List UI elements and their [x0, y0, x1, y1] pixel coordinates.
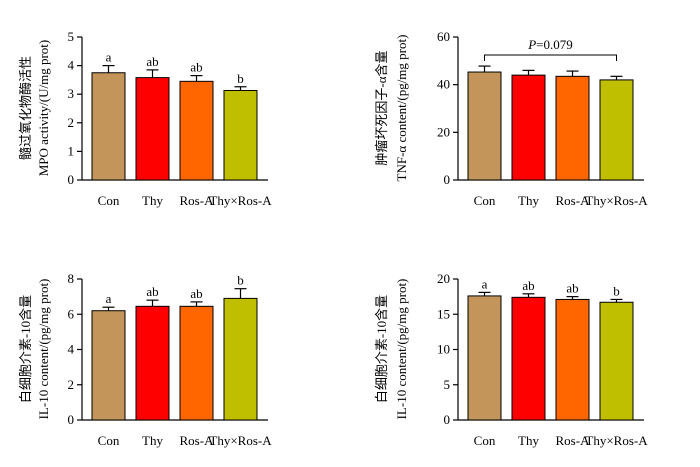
x-tick-label: Con [474, 433, 496, 448]
y-tick-label: 2 [68, 377, 75, 392]
significance-letter: b [237, 273, 244, 288]
x-tick-label: Con [98, 193, 120, 208]
x-tick-label: Thy [142, 433, 163, 448]
significance-bracket [484, 54, 617, 61]
bar-Thy×Ros-A [223, 297, 258, 421]
significance-letter: ab [566, 281, 578, 296]
x-tick-label: Thy×Ros-A [585, 193, 648, 208]
p-value-annotation: P=0.079 [527, 37, 573, 52]
x-tick-label: Ros-A [180, 193, 215, 208]
x-tick-label: Thy [142, 193, 163, 208]
y-tick-label: 8 [68, 271, 75, 286]
significance-letter: ab [522, 278, 534, 293]
y-axis-label-cn: 肿瘤坏死因子-α含量 [374, 50, 389, 165]
y-tick-label: 40 [437, 77, 450, 92]
bar-Ros-A [555, 75, 590, 181]
bar-Thy [511, 74, 546, 181]
significance-letter: ab [190, 60, 202, 75]
significance-letter: b [237, 71, 244, 86]
x-tick-label: Thy×Ros-A [209, 193, 272, 208]
y-axis-label-en: MPO activity/(U/mg prot) [36, 40, 51, 177]
bar-Thy×Ros-A [223, 89, 258, 181]
y-tick-label: 5 [444, 377, 451, 392]
chart-panel-4: 0 5 10 15 20 a Con ab Thy ab Ros-A b Thy×Ros-A 白细胞介素-… [374, 271, 648, 448]
x-tick-label: Con [98, 433, 120, 448]
y-tick-label: 0 [68, 172, 75, 187]
bar-Thy [511, 296, 546, 421]
y-tick-label: 0 [68, 412, 75, 427]
x-tick-label: Thy [518, 193, 539, 208]
y-axis-label-cn: 白细胞介素-10含量 [374, 295, 389, 403]
x-tick-label: Thy [518, 433, 539, 448]
bar-Con [467, 295, 502, 421]
y-tick-label: 4 [68, 342, 75, 357]
y-axis-label-cn: 髓过氧化物酶活性 [18, 56, 33, 160]
y-tick-label: 20 [437, 124, 450, 139]
x-tick-label: Ros-A [556, 433, 591, 448]
bar-Con [467, 71, 502, 181]
y-axis-label-cn: 白细胞介素-10含量 [18, 295, 33, 403]
chart-panel-3: 0 2 4 6 8 a Con ab Thy ab Ros-A b Thy×Ros-A 白细胞介素-10含… [18, 271, 272, 448]
bar-Ros-A [555, 298, 590, 421]
significance-letter: a [106, 50, 112, 65]
bar-Thy×Ros-A [599, 301, 634, 421]
significance-letter: b [613, 283, 620, 298]
bar-Thy [135, 77, 170, 181]
y-axis-label-en: IL-10 content/(pg/mg prot) [394, 279, 409, 420]
significance-letter: ab [190, 286, 202, 301]
x-tick-label: Con [474, 193, 496, 208]
y-axis-label-en: IL-10 content/(pg/mg prot) [36, 279, 51, 420]
bar-Con [91, 72, 126, 181]
x-tick-label: Ros-A [556, 193, 591, 208]
y-tick-label: 10 [437, 342, 450, 357]
y-tick-label: 0 [444, 412, 451, 427]
bar-Ros-A [179, 305, 214, 421]
y-tick-label: 6 [68, 306, 75, 321]
significance-letter: ab [146, 54, 158, 69]
bar-Thy×Ros-A [599, 79, 634, 181]
y-tick-label: 15 [437, 306, 450, 321]
x-tick-label: Ros-A [180, 433, 215, 448]
chart-panel-1: 0 1 2 3 4 5 a Con ab Thy ab Ros-A b Thy×Ros-A 髓过氧化物酶活性… [18, 29, 272, 208]
y-tick-label: 2 [68, 115, 75, 130]
significance-letter: ab [146, 284, 158, 299]
x-tick-label: Thy×Ros-A [209, 433, 272, 448]
bar-Con [91, 310, 126, 421]
significance-letter: a [106, 291, 112, 306]
y-tick-label: 5 [68, 29, 75, 44]
y-tick-label: 20 [437, 271, 450, 286]
y-tick-label: 0 [444, 172, 451, 187]
y-tick-label: 4 [68, 58, 75, 73]
y-tick-label: 60 [437, 29, 450, 44]
bar-Ros-A [179, 80, 214, 181]
y-tick-label: 1 [68, 143, 75, 158]
significance-letter: a [482, 276, 488, 291]
x-tick-label: Thy×Ros-A [585, 433, 648, 448]
bar-Thy [135, 305, 170, 421]
y-tick-label: 3 [68, 86, 75, 101]
y-axis-label-en: TNF-α content/(pg/mg prot) [394, 35, 409, 182]
